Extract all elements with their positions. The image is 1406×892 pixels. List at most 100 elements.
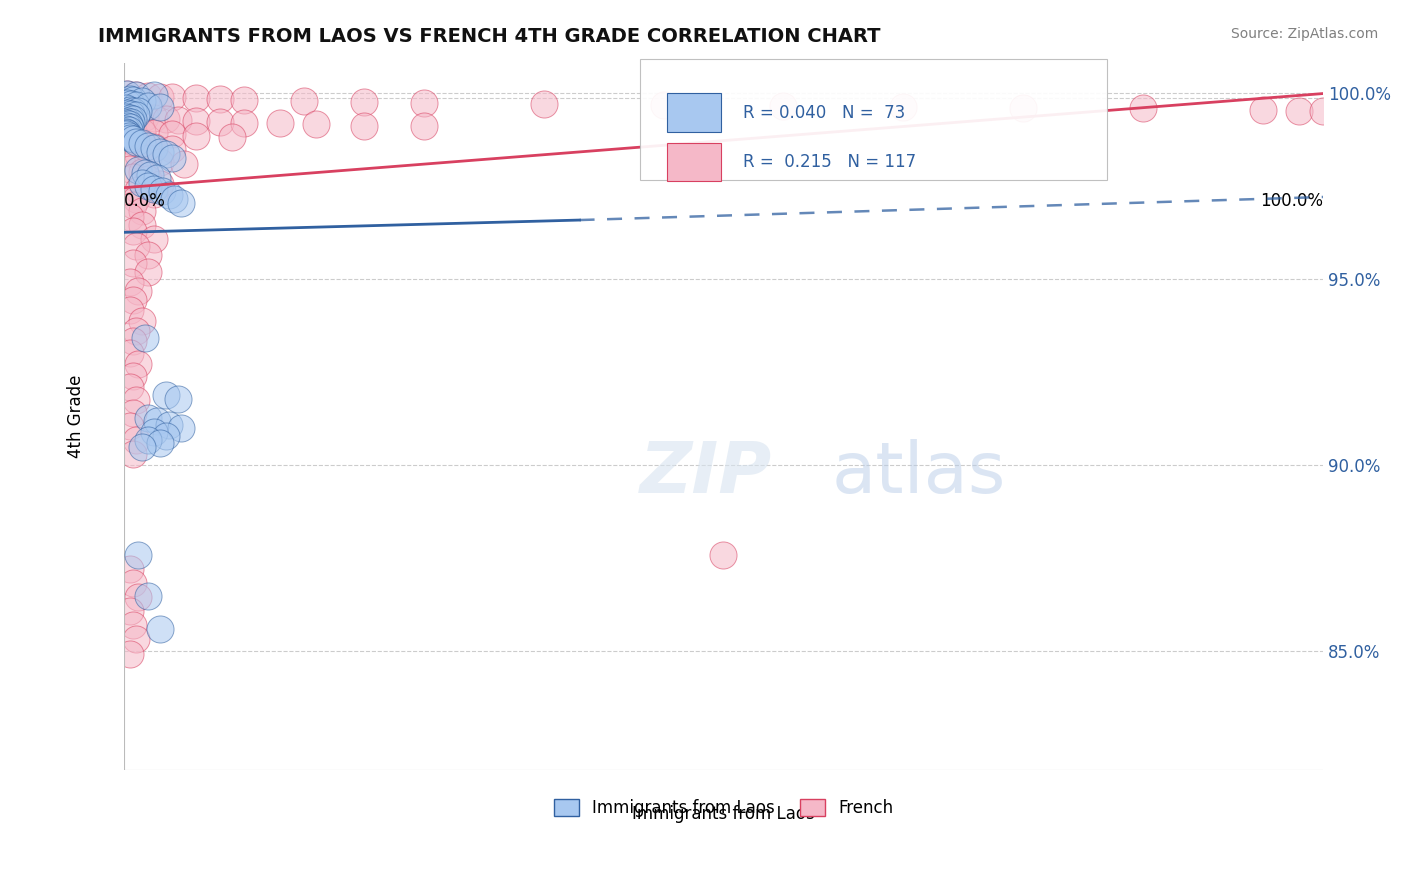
- Point: [1012, 101, 1035, 115]
- Point: [149, 145, 172, 159]
- Point: [136, 138, 159, 153]
- Point: [117, 122, 139, 136]
- Point: [118, 604, 141, 618]
- Point: [122, 135, 145, 149]
- Point: [160, 142, 183, 156]
- FancyBboxPatch shape: [640, 60, 1108, 179]
- Point: [120, 107, 142, 121]
- Point: [125, 135, 148, 149]
- Point: [118, 380, 141, 394]
- Point: [117, 120, 139, 134]
- Point: [134, 110, 156, 124]
- Point: [125, 87, 148, 102]
- Point: [184, 91, 207, 105]
- Point: [136, 172, 159, 186]
- Point: [136, 151, 159, 165]
- Point: [122, 103, 145, 118]
- Point: [131, 125, 153, 139]
- Point: [146, 414, 169, 428]
- Point: [127, 284, 149, 298]
- Point: [122, 224, 145, 238]
- Point: [117, 117, 139, 131]
- Point: [155, 147, 177, 161]
- Point: [136, 178, 159, 193]
- Point: [652, 97, 675, 112]
- Point: [118, 418, 141, 433]
- Point: [117, 106, 139, 120]
- Point: [122, 112, 145, 126]
- Point: [184, 128, 207, 143]
- Point: [115, 128, 138, 142]
- Point: [208, 93, 231, 107]
- Point: [221, 129, 243, 144]
- Point: [139, 169, 162, 183]
- Text: 0.0%: 0.0%: [124, 192, 166, 210]
- Point: [157, 417, 180, 432]
- Point: [125, 324, 148, 338]
- Point: [173, 157, 195, 171]
- Point: [1312, 104, 1334, 119]
- Point: [412, 120, 434, 134]
- Point: [131, 136, 153, 150]
- Point: [142, 186, 165, 201]
- Point: [131, 176, 153, 190]
- Point: [166, 112, 188, 127]
- Point: [122, 256, 145, 270]
- Point: [122, 368, 145, 383]
- Point: [412, 96, 434, 111]
- Point: [127, 548, 149, 562]
- Point: [170, 421, 193, 435]
- Point: [149, 154, 172, 169]
- Text: R =  0.215   N = 117: R = 0.215 N = 117: [742, 153, 915, 171]
- Point: [155, 429, 177, 443]
- Point: [117, 123, 139, 137]
- Point: [149, 436, 172, 450]
- Point: [122, 576, 145, 591]
- Point: [122, 108, 145, 122]
- Point: [118, 107, 141, 121]
- Point: [208, 115, 231, 129]
- Point: [713, 548, 735, 562]
- Point: [142, 111, 165, 125]
- Text: 4th Grade: 4th Grade: [67, 375, 84, 458]
- Point: [118, 111, 141, 125]
- Point: [136, 247, 159, 261]
- Point: [160, 151, 183, 165]
- Point: [136, 88, 159, 103]
- Point: [122, 406, 145, 420]
- Point: [131, 164, 153, 178]
- Point: [142, 425, 165, 439]
- Point: [136, 411, 159, 425]
- Text: Immigrants from Laos: Immigrants from Laos: [633, 805, 815, 823]
- Point: [125, 192, 148, 206]
- Point: [118, 162, 141, 177]
- Point: [269, 116, 291, 130]
- Point: [127, 148, 149, 162]
- Point: [118, 131, 141, 145]
- Point: [118, 146, 141, 161]
- Point: [122, 132, 145, 146]
- Point: [1288, 103, 1310, 118]
- Point: [163, 192, 186, 206]
- Point: [142, 88, 165, 103]
- Point: [136, 589, 159, 603]
- Point: [115, 122, 138, 136]
- Point: [232, 115, 254, 129]
- Point: [122, 447, 145, 461]
- Point: [115, 106, 138, 120]
- Text: atlas: atlas: [831, 439, 1005, 508]
- Text: ZIP: ZIP: [640, 439, 772, 508]
- Point: [117, 96, 139, 111]
- Point: [166, 392, 188, 406]
- Point: [146, 171, 169, 186]
- Point: [131, 94, 153, 108]
- Point: [893, 100, 915, 114]
- Point: [122, 618, 145, 632]
- Point: [127, 183, 149, 197]
- Point: [131, 204, 153, 219]
- Point: [125, 433, 148, 447]
- FancyBboxPatch shape: [666, 93, 721, 132]
- Point: [353, 119, 375, 133]
- Point: [127, 109, 149, 123]
- Point: [149, 89, 172, 103]
